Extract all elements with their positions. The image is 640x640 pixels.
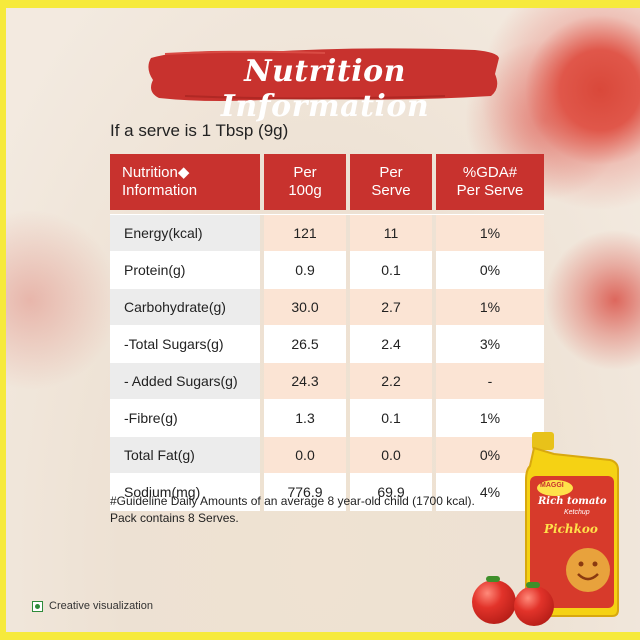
tomato-image — [472, 580, 516, 624]
nutrition-table: Nutrition◆ Information Per 100g Per Serve %… — [106, 154, 548, 511]
pack-product: Pichkoo — [544, 522, 598, 536]
value-gda: 1% — [436, 289, 544, 326]
footnote-gda: #Guideline Daily Amounts of an average 8… — [110, 494, 475, 508]
tomato-stem — [486, 576, 500, 582]
serve-size-text: If a serve is 1 Tbsp (9g) — [110, 121, 289, 140]
header-per-serve: Per Serve — [350, 154, 432, 210]
tomato-stem — [526, 582, 540, 588]
value-per-serve: 2.2 — [350, 363, 432, 400]
table-row: - Added Sugars(g) 24.3 2.2 - — [110, 363, 544, 400]
value-per-serve: 0.1 — [350, 400, 432, 437]
pack-line2: Ketchup — [564, 509, 590, 516]
creative-visualization-label: Creative visualization — [49, 600, 153, 612]
veg-mark-icon — [32, 600, 43, 612]
value-gda: 0% — [436, 252, 544, 289]
frame-bottom-border — [0, 632, 640, 640]
tomato-image — [514, 586, 554, 626]
pack-brand: MAGGI — [540, 482, 564, 489]
value-per-100g: 26.5 — [264, 326, 346, 363]
brush-stroke-icon — [148, 48, 499, 101]
value-per-serve: 69.9 — [350, 474, 432, 511]
value-gda: 1% — [436, 400, 544, 437]
ketchup-pack-image: MAGGI Rich tomato Ketchup Pichkoo — [520, 430, 620, 620]
value-per-serve: 0.1 — [350, 252, 432, 289]
header-per-100g: Per 100g — [264, 154, 346, 210]
value-gda: 0% — [436, 437, 544, 474]
table-row: -Total Sugars(g) 26.5 2.4 3% — [110, 326, 544, 363]
frame-top-border — [0, 0, 640, 8]
value-gda: - — [436, 363, 544, 400]
table-row: Total Fat(g) 0.0 0.0 0% — [110, 437, 544, 474]
value-per-100g: 776.9 — [264, 474, 346, 511]
footnote: #Guideline Daily Amounts of an average 8… — [110, 493, 475, 527]
value-per-100g: 121 — [264, 215, 346, 252]
value-per-serve: 2.4 — [350, 326, 432, 363]
nutrient-name: - Added Sugars(g) — [110, 363, 260, 400]
creative-visualization-note: Creative visualization — [32, 600, 153, 612]
table-row: Sodium(mg) 776.9 69.9 4% — [110, 474, 544, 511]
nutrient-name: Sodium(mg) — [110, 474, 260, 511]
header-gda-per-serve: %GDA# Per Serve — [436, 154, 544, 210]
pack-line1: Rich tomato — [538, 496, 607, 507]
ketchup-pouch-icon — [525, 432, 619, 617]
value-per-serve: 11 — [350, 215, 432, 252]
nutrient-name: -Total Sugars(g) — [110, 326, 260, 363]
nutrient-name: Protein(g) — [110, 252, 260, 289]
value-per-100g: 0.0 — [264, 437, 346, 474]
table-header-row: Nutrition◆ Information Per 100g Per Serve %… — [110, 154, 544, 210]
value-per-100g: 0.9 — [264, 252, 346, 289]
value-per-serve: 0.0 — [350, 437, 432, 474]
table-row: Carbohydrate(g) 30.0 2.7 1% — [110, 289, 544, 326]
value-gda: 1% — [436, 215, 544, 252]
nutrient-name: -Fibre(g) — [110, 400, 260, 437]
value-gda: 3% — [436, 326, 544, 363]
value-per-serve: 2.7 — [350, 289, 432, 326]
nutrient-name: Carbohydrate(g) — [110, 289, 260, 326]
nutrient-name: Energy(kcal) — [110, 215, 260, 252]
page-title: Nutrition Information — [220, 54, 430, 124]
value-per-100g: 24.3 — [264, 363, 346, 400]
table-row: Energy(kcal) 121 11 1% — [110, 215, 544, 252]
footnote-pack-serves: Pack contains 8 Serves. — [110, 511, 239, 525]
title-banner: Nutrition Information — [145, 44, 505, 124]
table-row: Protein(g) 0.9 0.1 0% — [110, 252, 544, 289]
frame-left-border — [0, 0, 6, 640]
value-per-100g: 30.0 — [264, 289, 346, 326]
header-nutrition-information: Nutrition◆ Information — [110, 154, 260, 210]
value-per-100g: 1.3 — [264, 400, 346, 437]
nutrient-name: Total Fat(g) — [110, 437, 260, 474]
table-row: -Fibre(g) 1.3 0.1 1% — [110, 400, 544, 437]
